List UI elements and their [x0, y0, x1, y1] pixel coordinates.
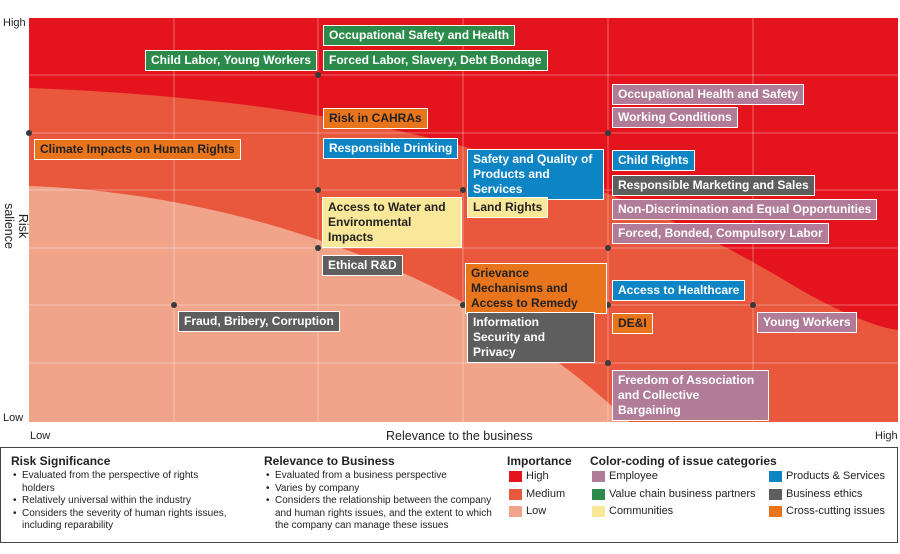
category-swatch-value-chain — [592, 489, 605, 500]
issue-label: Ethical R&D — [322, 255, 403, 276]
issue-label: Forced Labor, Slavery, Debt Bondage — [323, 50, 548, 71]
category-swatch-business-ethics — [769, 489, 782, 500]
issue-label: Access to Water and Environmental Impact… — [322, 197, 462, 248]
list-item: Varies by company — [266, 483, 498, 496]
issue-label: Occupational Health and Safety — [612, 84, 805, 105]
importance-swatch-low — [509, 506, 522, 517]
category-swatch-cross-cutting — [769, 506, 782, 517]
point-dot — [171, 302, 177, 308]
matrix-plot-area — [29, 18, 898, 422]
category-label-products: Products & Services — [786, 470, 886, 482]
category-label-employee: Employee — [609, 470, 658, 482]
issue-label: Access to Healthcare — [612, 280, 746, 301]
issue-label: Working Conditions — [612, 107, 738, 128]
issue-label: DE&I — [612, 313, 653, 334]
x-axis-label: Relevance to the business — [386, 429, 533, 443]
point-dot — [315, 187, 321, 193]
x-tick-low: Low — [30, 430, 51, 442]
issue-label: Responsible Marketing and Sales — [612, 175, 815, 196]
issue-label: Non-Discrimination and Equal Opportuniti… — [612, 199, 878, 220]
band-low — [29, 186, 629, 422]
issue-label: Forced, Bonded, Compulsory Labor — [612, 223, 829, 244]
category-swatch-employee — [592, 471, 605, 482]
point-dot — [605, 245, 611, 251]
x-tick-high: High — [875, 430, 898, 442]
issue-label: Fraud, Bribery, Corruption — [178, 311, 340, 332]
point-dot — [26, 130, 32, 136]
list-item: Considers the relationship between the c… — [266, 495, 498, 533]
issue-label: Child Labor, Young Workers — [145, 50, 318, 71]
category-label-value-chain: Value chain business partners — [609, 488, 756, 500]
category-swatch-communities — [592, 506, 605, 517]
list-item: Evaluated from a business perspective — [266, 470, 498, 483]
issue-label: Information Security and Privacy — [467, 312, 595, 363]
y-tick-low: Low — [3, 412, 24, 424]
importance-swatch-medium — [509, 489, 522, 500]
relevance-title: Relevance to Business — [264, 454, 395, 468]
point-dot — [605, 302, 611, 308]
issue-label: Child Rights — [612, 150, 695, 171]
issue-label: Climate Impacts on Human Rights — [34, 139, 241, 160]
point-dot — [460, 302, 466, 308]
importance-swatch-high — [509, 471, 522, 482]
legend-panel: Risk Significance Evaluated from the per… — [0, 447, 898, 543]
point-dot — [605, 130, 611, 136]
list-item: Relatively universal within the industry — [13, 495, 248, 508]
importance-label-medium: Medium — [526, 488, 566, 500]
issue-label: Land Rights — [467, 197, 549, 218]
issue-label: Occupational Safety and Health — [323, 25, 516, 46]
matrix-overlay: Occupational Safety and Health Forced La… — [26, 25, 878, 421]
importance-label-low: Low — [526, 505, 547, 517]
importance-label-high: High — [526, 470, 549, 482]
category-label-communities: Communities — [609, 505, 674, 517]
categories-title: Color-coding of issue categories — [590, 454, 777, 468]
y-tick-high: High — [3, 17, 26, 29]
risk-significance-title: Risk Significance — [11, 454, 111, 468]
point-dot — [315, 72, 321, 78]
issue-label: Responsible Drinking — [323, 138, 459, 159]
issue-label: Safety and Quality of Products and Servi… — [467, 149, 604, 200]
category-label-business-ethics: Business ethics — [786, 488, 863, 500]
point-dot — [315, 245, 321, 251]
issue-label: Grievance Mechanisms and Access to Remed… — [465, 263, 607, 314]
list-item: Considers the severity of human rights i… — [13, 508, 248, 533]
point-dot — [605, 360, 611, 366]
issue-label: Freedom of Association and Collective Ba… — [612, 370, 769, 421]
point-dot — [750, 302, 756, 308]
importance-title: Importance — [507, 454, 572, 468]
list-item: Evaluated from the perspective of rights… — [13, 470, 207, 495]
issue-label: Young Workers — [757, 312, 857, 333]
relevance-list: Evaluated from a business perspective Va… — [266, 470, 498, 533]
risk-significance-list: Evaluated from the perspective of rights… — [13, 470, 248, 533]
point-dot — [460, 187, 466, 193]
category-label-cross-cutting: Cross-cutting issues — [786, 505, 886, 517]
category-swatch-products — [769, 471, 782, 482]
issue-label: Risk in CAHRAs — [323, 108, 428, 129]
